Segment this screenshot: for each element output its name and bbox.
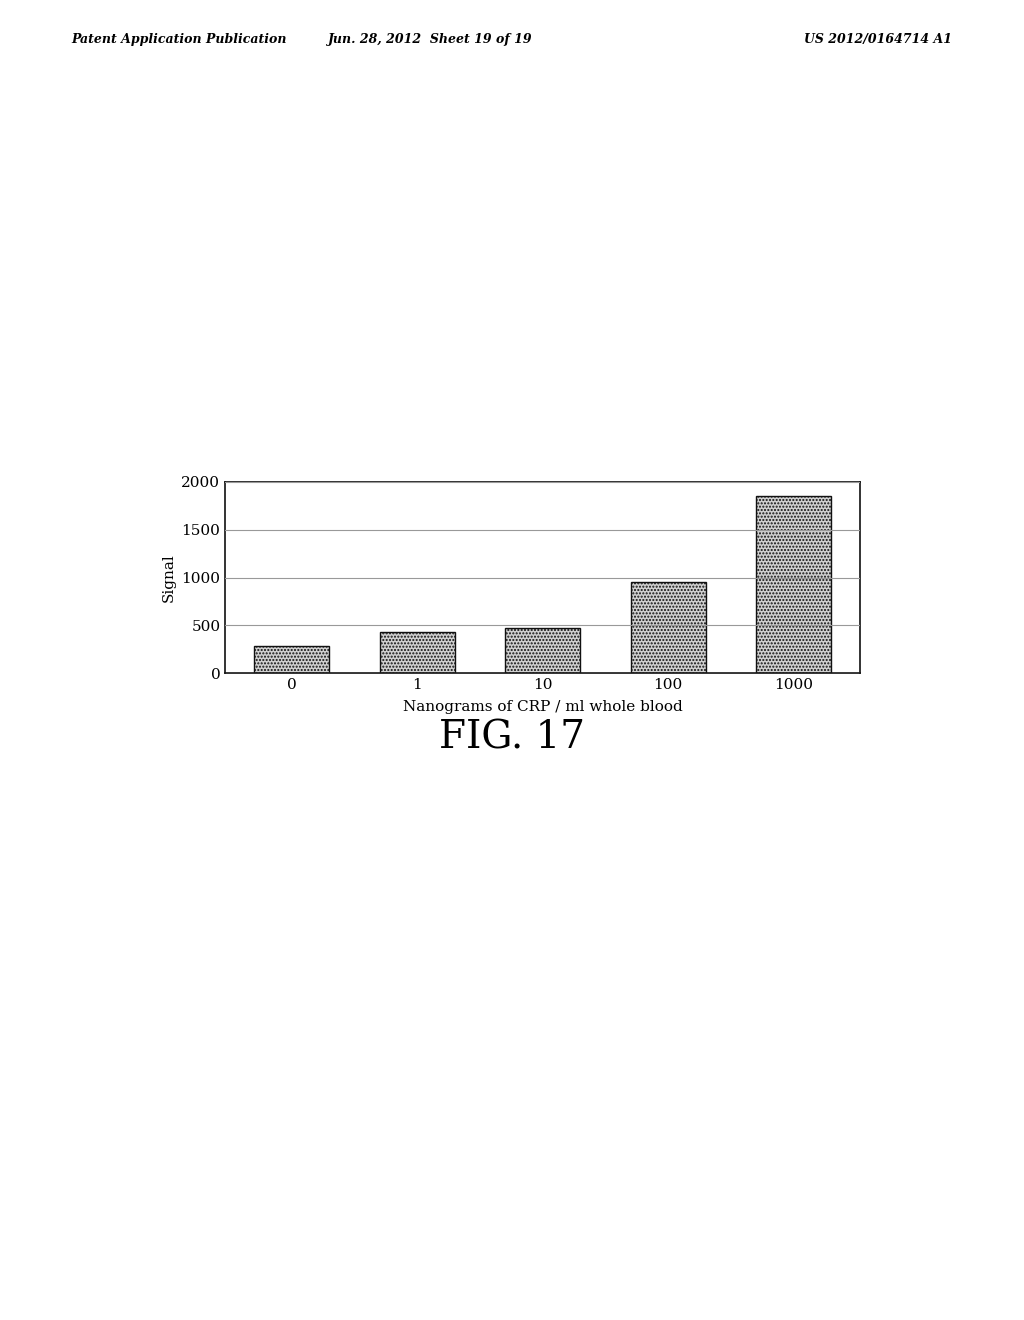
Text: FIG. 17: FIG. 17	[439, 719, 585, 756]
Text: Patent Application Publication: Patent Application Publication	[72, 33, 287, 46]
Bar	[380, 632, 455, 673]
Bar	[254, 647, 330, 673]
Text: US 2012/0164714 A1: US 2012/0164714 A1	[804, 33, 952, 46]
X-axis label: Nanograms of CRP / ml whole blood: Nanograms of CRP / ml whole blood	[402, 701, 683, 714]
Bar	[756, 496, 831, 673]
Y-axis label: Signal: Signal	[162, 553, 176, 602]
Bar	[505, 628, 581, 673]
Bar	[631, 582, 706, 673]
Text: Jun. 28, 2012  Sheet 19 of 19: Jun. 28, 2012 Sheet 19 of 19	[328, 33, 532, 46]
